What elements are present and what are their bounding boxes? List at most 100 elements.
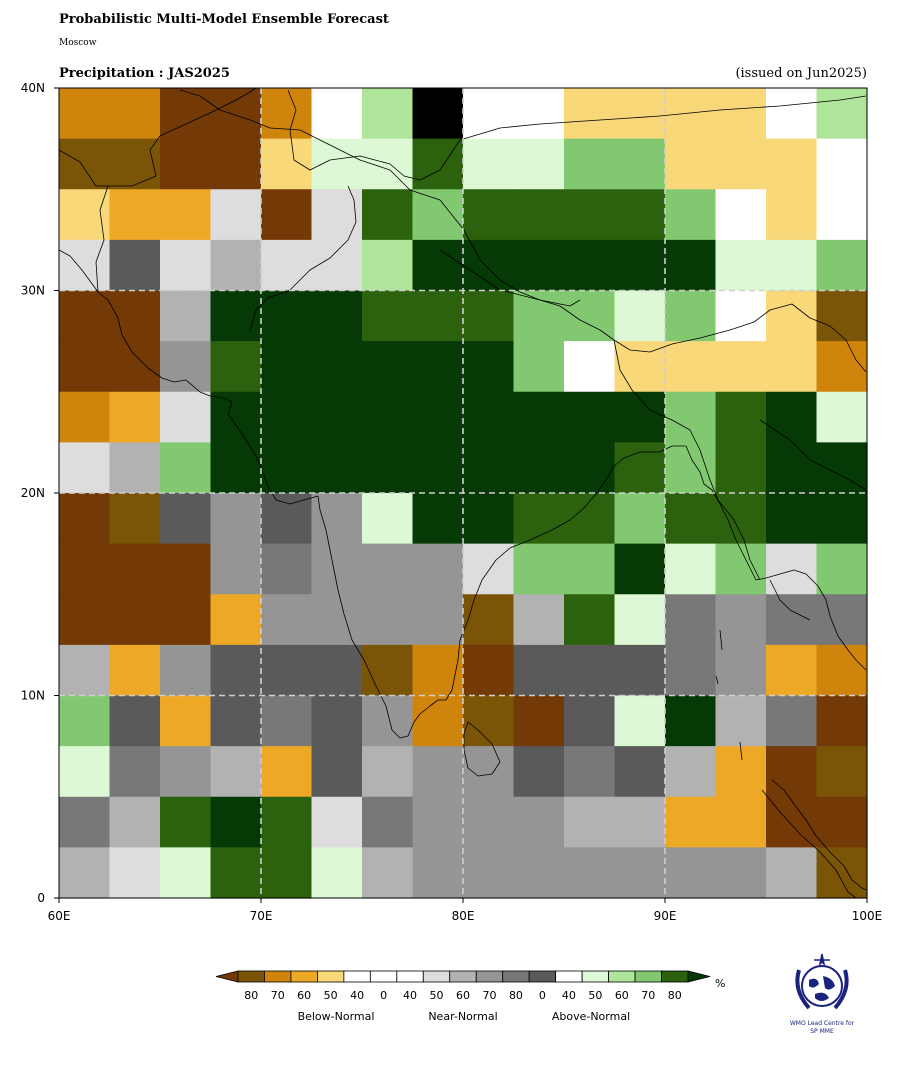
colorbar-arrow-left xyxy=(215,970,239,983)
grid-cell xyxy=(513,138,565,190)
grid-cell xyxy=(463,695,515,747)
grid-cell xyxy=(261,695,313,747)
grid-cell xyxy=(665,847,717,899)
grid-cell xyxy=(160,644,212,697)
colorbar-swatch xyxy=(502,970,530,983)
grid-cell xyxy=(513,88,565,140)
grid-cell xyxy=(816,594,868,646)
colorbar-tick-label: 40 xyxy=(403,989,417,1002)
grid-cell xyxy=(715,543,767,595)
grid-cell xyxy=(463,594,515,646)
grid-cell xyxy=(362,138,414,190)
grid-cell xyxy=(412,644,464,697)
grid-cell xyxy=(614,695,666,747)
grid-cell xyxy=(816,442,868,494)
grid-cell xyxy=(816,239,868,292)
colorbar-tick-label: 80 xyxy=(668,989,682,1002)
grid-cell xyxy=(564,847,616,899)
grid-cell xyxy=(109,796,161,848)
grid-cell xyxy=(665,138,717,190)
grid-cell xyxy=(715,88,767,140)
grid-cell xyxy=(311,796,363,848)
grid-cell xyxy=(109,644,161,697)
grid-cell xyxy=(463,391,515,443)
border-pakistan-india xyxy=(249,185,357,331)
grid-cell xyxy=(311,138,363,190)
grid-cell xyxy=(59,442,111,494)
grid-cell xyxy=(766,594,818,646)
grid-cell xyxy=(59,493,111,545)
grid-cell xyxy=(362,543,414,595)
grid-cell xyxy=(160,746,212,798)
grid-cell xyxy=(564,695,616,747)
grid-cell xyxy=(715,189,767,241)
grid-cell xyxy=(210,644,262,697)
colorbar-swatch xyxy=(264,970,292,983)
colorbar-swatch xyxy=(317,970,345,983)
grid-cell xyxy=(766,695,818,747)
colorbar-swatch xyxy=(343,970,371,983)
grid-cell xyxy=(715,391,767,443)
grid-cell xyxy=(59,189,111,241)
grid-cell xyxy=(766,644,818,697)
grid-cell xyxy=(766,746,818,798)
colorbar-tick-label: 60 xyxy=(456,989,470,1002)
grid-cell xyxy=(412,796,464,848)
grid-cell xyxy=(766,442,818,494)
grid-cell xyxy=(59,88,111,140)
grid-cell xyxy=(210,493,262,545)
grid-cell xyxy=(766,88,818,140)
grid-cell xyxy=(564,88,616,140)
coastline-andaman-islands xyxy=(715,629,743,761)
x-tick-label: 90E xyxy=(654,909,677,923)
grid-cell xyxy=(261,391,313,443)
grid-cell xyxy=(160,239,212,292)
grid-cell xyxy=(715,493,767,545)
grid-cell xyxy=(261,847,313,899)
grid-cell xyxy=(412,746,464,798)
grid-cell xyxy=(665,594,717,646)
grid-cell xyxy=(210,442,262,494)
border-iran-pakistan xyxy=(95,87,257,293)
grid-cell xyxy=(160,189,212,241)
grid-cell xyxy=(715,341,767,393)
grid-cell xyxy=(210,138,262,190)
grid-cell xyxy=(59,290,111,342)
colorbar-swatch xyxy=(237,970,265,983)
grid-cell xyxy=(59,341,111,393)
colorbar-swatch xyxy=(581,970,609,983)
grid-cell xyxy=(160,594,212,646)
grid-cell xyxy=(109,543,161,595)
grid-cell xyxy=(614,493,666,545)
colorbar-tick-label: 40 xyxy=(562,989,576,1002)
grid-cell xyxy=(463,138,515,190)
grid-cell xyxy=(614,239,666,292)
grid-cell xyxy=(513,594,565,646)
grid-cell xyxy=(665,88,717,140)
grid-cell xyxy=(109,391,161,443)
dashed-gridlines xyxy=(59,88,867,898)
grid-cell xyxy=(665,543,717,595)
colorbar-swatch xyxy=(290,970,318,983)
probability-legend: 80 70 60 50 40 0 40 50 60 70 80 0 40 50 60 70 80% Below-N… xyxy=(215,970,725,1023)
y-tick-label: 10N xyxy=(21,689,45,703)
grid-cell xyxy=(160,847,212,899)
grid-cell xyxy=(715,847,767,899)
grid-cell xyxy=(614,391,666,443)
grid-cell xyxy=(564,746,616,798)
grid-cell xyxy=(362,847,414,899)
grid-cell xyxy=(614,138,666,190)
grid-cell xyxy=(59,796,111,848)
colorbar-swatch xyxy=(449,970,477,983)
grid-cell xyxy=(665,695,717,747)
grid-cell xyxy=(564,391,616,443)
grid-cell xyxy=(513,847,565,899)
grid-cell xyxy=(362,189,414,241)
colorbar-tick-label: 50 xyxy=(588,989,602,1002)
y-tick-label: 20N xyxy=(21,486,45,500)
grid-cell xyxy=(816,493,868,545)
grid-cell xyxy=(513,644,565,697)
colorbar-tick-label: 70 xyxy=(641,989,655,1002)
grid-cell xyxy=(513,189,565,241)
grid-cell xyxy=(513,341,565,393)
